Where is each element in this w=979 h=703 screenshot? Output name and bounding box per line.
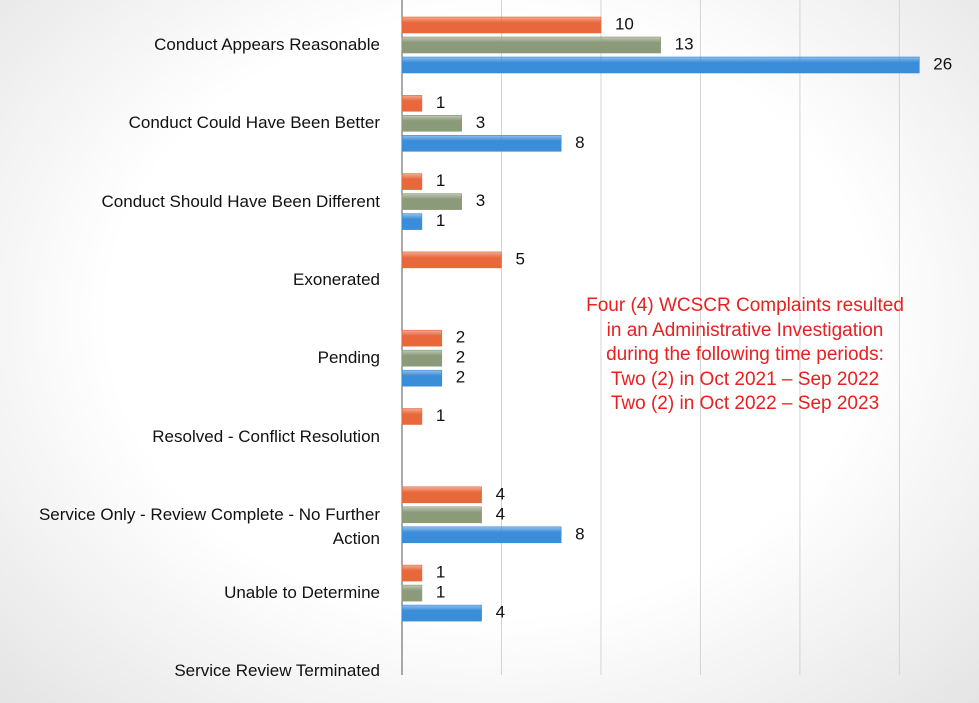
value-label: 13 [675, 34, 694, 53]
value-label: 2 [456, 328, 465, 347]
bar [401, 349, 443, 367]
annotation-line: Two (2) in Oct 2021 – Sep 2022 [610, 368, 880, 390]
category-label: Conduct Should Have Been Different [101, 191, 380, 211]
bar [401, 135, 562, 152]
value-label: 8 [575, 133, 584, 152]
bar [401, 506, 482, 524]
value-label: 3 [476, 113, 485, 132]
annotation-line: Two (2) in Oct 2022 – Sep 2023 [610, 393, 880, 415]
bar [401, 486, 482, 504]
bar [401, 95, 423, 112]
value-label: 2 [456, 368, 465, 387]
bar [401, 173, 423, 190]
value-label: 1 [436, 563, 445, 582]
category-label: Conduct Could Have Been Better [128, 113, 380, 133]
bar [401, 526, 562, 544]
bar [401, 115, 462, 132]
value-label: 2 [456, 348, 465, 367]
value-label: 4 [496, 603, 505, 622]
category-label: Exonerated [293, 269, 380, 289]
bar [401, 251, 502, 269]
value-label: 1 [436, 211, 445, 230]
value-label: 10 [615, 14, 634, 33]
category-label: Pending [317, 348, 380, 368]
value-label: 3 [476, 191, 485, 210]
bar [401, 213, 423, 230]
bar [401, 369, 443, 387]
annotation: Four (4) WCSCR Complaints resulted in an … [545, 294, 945, 417]
bar [401, 564, 423, 582]
value-label: 1 [436, 93, 445, 112]
value-label: 4 [496, 504, 505, 523]
category-label: Resolved - Conflict Resolution [152, 426, 380, 446]
bar [401, 584, 423, 602]
category-label: Service Only - Review Complete - No Furt… [38, 504, 380, 548]
annotation-line: in an Administrative Investigation [606, 319, 884, 341]
value-label: 5 [515, 249, 524, 268]
bar [401, 56, 920, 74]
bar [401, 604, 482, 622]
bar [401, 36, 661, 54]
value-label: 26 [933, 54, 952, 73]
value-label: 1 [436, 406, 445, 425]
bar [401, 329, 443, 347]
annotation-line: Four (4) WCSCR Complaints resulted [586, 295, 904, 316]
annotation-line: during the following time periods: [606, 344, 884, 366]
value-label: 1 [436, 171, 445, 190]
category-label: Service Review Terminated [174, 661, 380, 681]
value-label: 4 [496, 484, 505, 503]
category-label: Conduct Appears Reasonable [154, 35, 380, 54]
bar [401, 193, 462, 210]
category-label: Unable to Determine [224, 583, 380, 603]
value-label: 1 [436, 583, 445, 602]
bar [401, 408, 423, 425]
value-label: 8 [575, 524, 584, 543]
bar [401, 16, 602, 34]
